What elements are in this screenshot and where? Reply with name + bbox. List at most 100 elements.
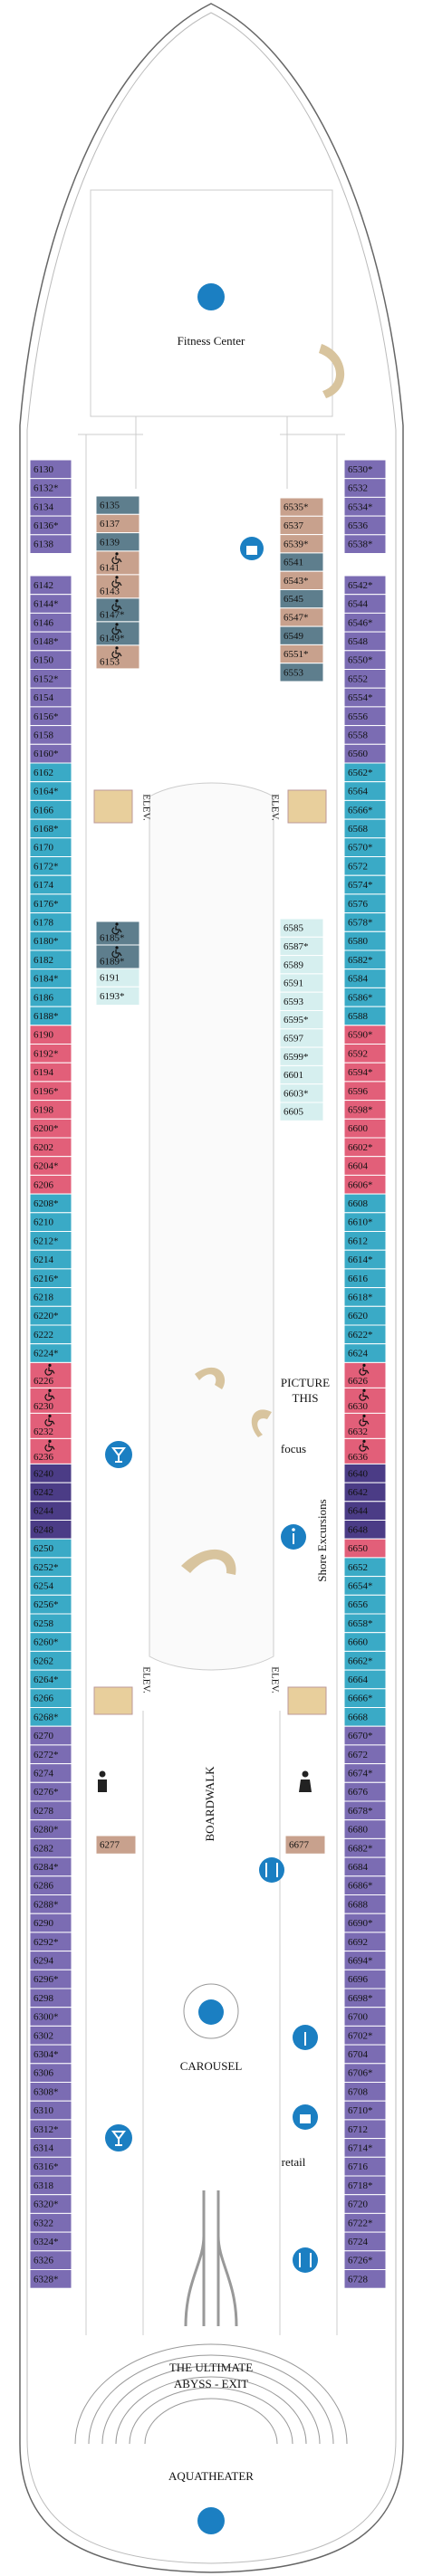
cabin-number: 6535* [284, 502, 309, 513]
cabin-number: 6716 [348, 2161, 369, 2172]
cabin-number: 6632 [348, 1426, 368, 1437]
cabin-number: 6284* [34, 1862, 59, 1873]
cabin-number: 6692 [348, 1937, 368, 1948]
cabin-number: 6296* [34, 1974, 59, 1985]
cabin-number: 6150 [34, 655, 54, 666]
cabin-number: 6222 [34, 1330, 53, 1340]
cabin-number: 6189* [100, 957, 125, 968]
accessible-icon [359, 1367, 370, 1376]
cabin-number: 6585 [284, 923, 304, 934]
cabin-number: 6550* [348, 655, 373, 666]
cabin-number: 6216* [34, 1274, 59, 1284]
cabin-number: 6320* [34, 2199, 59, 2210]
cabin-number: 6708 [348, 2086, 369, 2097]
cabin-number: 6620 [348, 1311, 369, 1321]
cabin-number: 6256* [34, 1599, 59, 1610]
cabin-number: 6652 [348, 1562, 368, 1573]
accessible-icon [111, 949, 122, 959]
cabin-number: 6138 [34, 539, 54, 550]
cabin-number: 6580 [348, 936, 369, 947]
cabin-number: 6630 [348, 1401, 369, 1412]
cabin-number: 6276* [34, 1787, 59, 1798]
cabin-number: 6700 [348, 2012, 369, 2023]
cabin-number: 6547* [284, 612, 309, 623]
cabin-number: 6576 [348, 899, 369, 910]
stairs [287, 789, 327, 824]
accessible-icon [362, 1388, 366, 1392]
cabin-number: 6191 [100, 973, 120, 984]
cabin-number: 6726* [348, 2256, 373, 2266]
cabin-number: 6312* [34, 2124, 59, 2135]
abyss-slide [184, 2190, 238, 2327]
cabin-number: 6712 [348, 2124, 368, 2135]
cabin-number: 6544 [348, 599, 369, 610]
cabin [279, 663, 324, 682]
cabin-number: 6272* [34, 1750, 59, 1760]
accessible-icon [111, 578, 122, 588]
accessible-icon [115, 552, 119, 556]
cabin-number: 6714* [348, 2142, 373, 2153]
cabin [95, 1835, 137, 1855]
cabin-number: 6538* [348, 539, 373, 550]
accessible-icon [359, 1417, 370, 1426]
accessible-icon [115, 646, 119, 650]
cabin [95, 986, 140, 1007]
cabin-number: 6546* [348, 617, 373, 628]
cabin-number: 6534* [348, 501, 373, 512]
cabin-number: 6728 [348, 2274, 369, 2285]
cabin-number: 6556 [348, 711, 369, 722]
cabin-number: 6640 [348, 1468, 369, 1479]
cabin-number: 6578* [348, 917, 373, 928]
accessible-icon [44, 1367, 55, 1376]
cabin-number: 6282 [34, 1843, 53, 1854]
cabin-number: 6290 [34, 1918, 54, 1929]
cabin-number: 6168* [34, 824, 59, 835]
venue-label: ABYSS - EXIT [174, 2377, 248, 2390]
elevator-label: ELEV. [269, 1666, 280, 1693]
venue-label: Fitness Center [178, 334, 245, 348]
cabin-number: 6166 [34, 805, 54, 816]
cabin-number: 6266 [34, 1693, 54, 1704]
cabin-number: 6204* [34, 1161, 59, 1172]
cabin-number: 6724 [348, 2237, 369, 2247]
cabin-number: 6274 [34, 1768, 54, 1779]
cabin-number: 6696 [348, 1974, 369, 1985]
cabin-number: 6572 [348, 861, 368, 872]
cabin-number: 6597 [284, 1033, 304, 1044]
accessible-icon [115, 946, 119, 949]
cabin-number: 6164* [34, 787, 59, 797]
venue-label: BOARDWALK [203, 1766, 216, 1842]
accessible-icon [115, 576, 119, 579]
interior-lines [78, 434, 345, 2335]
cabin-number: 6605 [284, 1107, 304, 1118]
cabin-number: 6230 [34, 1401, 54, 1412]
hull-inner [26, 12, 397, 2564]
cabin-number: 6537 [284, 520, 304, 531]
cabin-number: 6656 [348, 1599, 369, 1610]
accessible-icon [362, 1414, 366, 1417]
cabin [29, 534, 72, 554]
cabin-number: 6162 [34, 768, 53, 778]
cabin-number: 6618* [348, 1292, 373, 1302]
cabin-number: 6242 [34, 1487, 53, 1498]
cabin-number: 6258 [34, 1618, 54, 1629]
cabin-number: 6536 [348, 520, 369, 531]
cabin-number: 6666* [348, 1693, 373, 1704]
cabin-number: 6153 [100, 656, 120, 667]
cabin-number: 6541 [284, 558, 303, 568]
cabin-number: 6603* [284, 1088, 309, 1099]
cabin-number: 6562* [348, 768, 373, 778]
cabin-number: 6328* [34, 2274, 59, 2285]
carousel [183, 1983, 239, 2039]
cabin-number: 6254 [34, 1580, 54, 1591]
cabin-number: 6270 [34, 1731, 54, 1741]
venue-label: THIS [293, 1391, 319, 1405]
cabin-number: 6277 [100, 1840, 120, 1851]
cabin-number: 6310 [34, 2105, 54, 2116]
venue-label: AQUATHEATER [168, 2469, 254, 2483]
cabin-number: 6702* [348, 2030, 373, 2041]
cabin-number: 6622* [348, 1330, 373, 1340]
venue-label: focus [281, 1442, 306, 1455]
cabin-number: 6182 [34, 955, 53, 966]
cabin-number: 6616 [348, 1274, 369, 1284]
